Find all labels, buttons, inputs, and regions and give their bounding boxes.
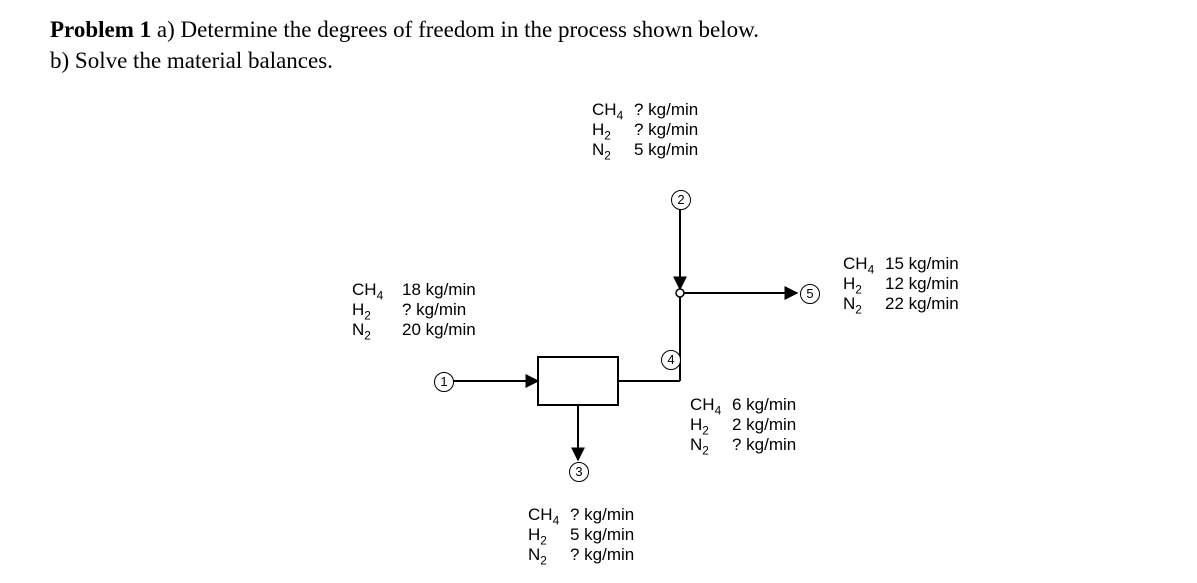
stream-5-data: CH415 kg/min H212 kg/min N222 kg/min bbox=[843, 254, 959, 314]
s3-ch4: ? kg/min bbox=[570, 505, 634, 525]
stream-number-3: 3 bbox=[569, 462, 589, 482]
s5-n2: 22 kg/min bbox=[885, 294, 959, 314]
s4-n2: ? kg/min bbox=[732, 435, 796, 455]
s4-h2: 2 kg/min bbox=[732, 415, 796, 435]
stream-number-2: 2 bbox=[671, 190, 691, 210]
s2-ch4: ? kg/min bbox=[634, 100, 698, 120]
s3-n2: ? kg/min bbox=[570, 545, 634, 565]
s1-h2: ? kg/min bbox=[402, 300, 466, 320]
s5-ch4: 15 kg/min bbox=[885, 254, 959, 274]
unit-box bbox=[538, 357, 618, 405]
s3-h2: 5 kg/min bbox=[570, 525, 634, 545]
stream-number-1: 1 bbox=[434, 372, 454, 392]
junction-node bbox=[676, 289, 684, 297]
stream-number-4: 4 bbox=[661, 350, 681, 370]
stream-number-5: 5 bbox=[800, 284, 820, 304]
stream-2-data: CH4? kg/min H2? kg/min N25 kg/min bbox=[592, 100, 698, 160]
stream-3-data: CH4? kg/min H25 kg/min N2? kg/min bbox=[528, 505, 634, 565]
s4-ch4: 6 kg/min bbox=[732, 395, 796, 415]
s2-n2: 5 kg/min bbox=[634, 140, 698, 160]
stream-1-data: CH418 kg/min H2? kg/min N220 kg/min bbox=[352, 280, 476, 340]
s1-ch4: 18 kg/min bbox=[402, 280, 476, 300]
s5-h2: 12 kg/min bbox=[885, 274, 959, 294]
stream-4-data: CH46 kg/min H22 kg/min N2? kg/min bbox=[690, 395, 796, 455]
s1-n2: 20 kg/min bbox=[402, 320, 476, 340]
s2-h2: ? kg/min bbox=[634, 120, 698, 140]
process-diagram bbox=[0, 0, 1197, 583]
